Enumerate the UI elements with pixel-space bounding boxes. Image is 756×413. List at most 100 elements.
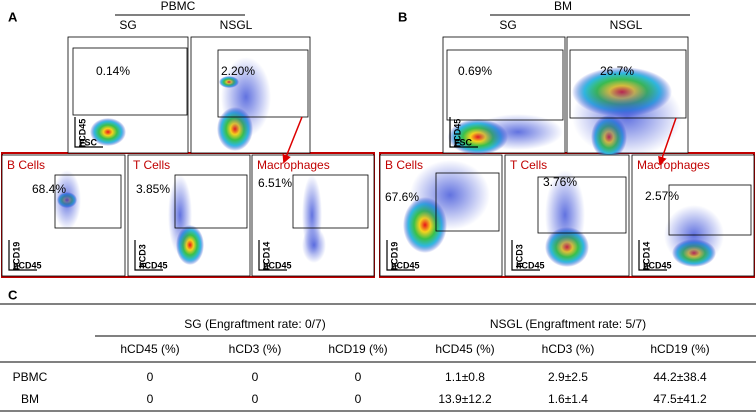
gate xyxy=(292,174,369,229)
arrow xyxy=(282,116,303,164)
gate-percent: 3.76% xyxy=(543,175,577,189)
subset-title: Macrophages xyxy=(257,158,330,172)
axis-label: hCD3 xyxy=(514,244,524,268)
group-label: BM xyxy=(554,0,572,13)
condition-label: SG xyxy=(499,18,516,32)
column-header: hCD45 (%) xyxy=(435,342,494,356)
density xyxy=(53,170,81,230)
gate xyxy=(54,174,122,229)
table-cell: 0 xyxy=(252,392,259,406)
flow-plot: 26.7% xyxy=(566,36,689,159)
density xyxy=(473,114,563,150)
axis-label: hCD45 xyxy=(391,260,420,270)
subset-title: B Cells xyxy=(385,158,423,172)
density xyxy=(302,175,322,255)
condition-label: NSGL xyxy=(220,18,253,32)
axis-label: hCD45 xyxy=(516,260,545,270)
gate xyxy=(569,49,687,119)
density xyxy=(410,160,490,230)
table-cell: 2.9±2.5 xyxy=(548,370,588,384)
axis-arrow xyxy=(511,240,540,271)
axis-arrow xyxy=(258,240,287,271)
arrow xyxy=(658,117,677,166)
column-header: hCD45 (%) xyxy=(120,342,179,356)
table-cell: 0 xyxy=(355,392,362,406)
table-cell: 0 xyxy=(147,370,154,384)
gate-percent: 2.20% xyxy=(221,64,255,78)
axis-label: hCD3 xyxy=(137,244,147,268)
group-label: PBMC xyxy=(161,0,196,13)
subset-title: T Cells xyxy=(133,158,170,172)
gate-percent: 26.7% xyxy=(600,64,634,78)
panel-label: B xyxy=(398,9,407,24)
gate-percent: 68.4% xyxy=(32,182,66,196)
column-header: hCD19 (%) xyxy=(328,342,387,356)
gate xyxy=(537,176,627,234)
axis-label: hCD14 xyxy=(261,242,271,271)
table-cell: 0 xyxy=(355,370,362,384)
gate xyxy=(446,49,564,121)
density xyxy=(90,118,126,146)
density xyxy=(545,170,585,260)
axis-label: hCD45 xyxy=(13,260,42,270)
axis-label: hCD14 xyxy=(641,242,651,271)
density xyxy=(168,175,192,255)
table-cell: 13.9±12.2 xyxy=(438,392,492,406)
subset-title: B Cells xyxy=(7,158,45,172)
table-cell: 1.1±0.8 xyxy=(445,370,485,384)
plot-frame xyxy=(67,36,189,154)
axis-label: hCD45 xyxy=(452,119,462,148)
gate-percent: 2.57% xyxy=(645,189,679,203)
axis-label: FSC xyxy=(79,137,98,147)
group-header: SG (Engraftment rate: 0/7) xyxy=(184,317,325,331)
gate-percent: 3.85% xyxy=(136,182,170,196)
density xyxy=(572,77,682,157)
table-cell: 0 xyxy=(252,370,259,384)
gate-percent: 0.14% xyxy=(96,64,130,78)
table-cell: 0 xyxy=(147,392,154,406)
panel-label: C xyxy=(8,287,18,302)
column-header: hCD3 (%) xyxy=(229,342,282,356)
gate xyxy=(668,184,752,236)
gate-percent: 0.69% xyxy=(458,64,492,78)
axis-arrow xyxy=(8,240,37,271)
row-label: PBMC xyxy=(13,370,48,384)
subset-title: T Cells xyxy=(510,158,547,172)
table-cell: 47.5±41.2 xyxy=(653,392,707,406)
group-header: NSGL (Engraftment rate: 5/7) xyxy=(490,317,646,331)
column-header: hCD19 (%) xyxy=(650,342,709,356)
axis-label: hCD45 xyxy=(139,260,168,270)
axis-arrow xyxy=(134,240,163,271)
axis-label: hCD19 xyxy=(11,242,21,271)
axis-label: hCD19 xyxy=(389,242,399,271)
table: SG (Engraftment rate: 0/7) NSGL (Engraft… xyxy=(0,303,756,412)
axis-label: hCD45 xyxy=(643,260,672,270)
gate xyxy=(174,174,248,229)
gate xyxy=(435,172,500,232)
axis-arrow xyxy=(449,117,478,148)
gate-percent: 6.51% xyxy=(258,176,292,190)
gate xyxy=(72,47,188,116)
gate-percent: 67.6% xyxy=(385,190,419,204)
table-cell: 44.2±38.4 xyxy=(653,370,707,384)
table-cell: 1.6±1.4 xyxy=(548,392,588,406)
subset-title: Macrophages xyxy=(637,158,710,172)
gate xyxy=(217,49,309,118)
axis-label: FSC xyxy=(454,137,473,147)
column-header: hCD3 (%) xyxy=(542,342,595,356)
axis-label: hCD45 xyxy=(77,119,87,148)
panel-label: A xyxy=(8,9,18,24)
flow-plot: 2.20% xyxy=(190,36,311,154)
condition-label: NSGL xyxy=(610,18,643,32)
axis-arrow xyxy=(386,240,415,271)
row-label: BM xyxy=(21,392,39,406)
